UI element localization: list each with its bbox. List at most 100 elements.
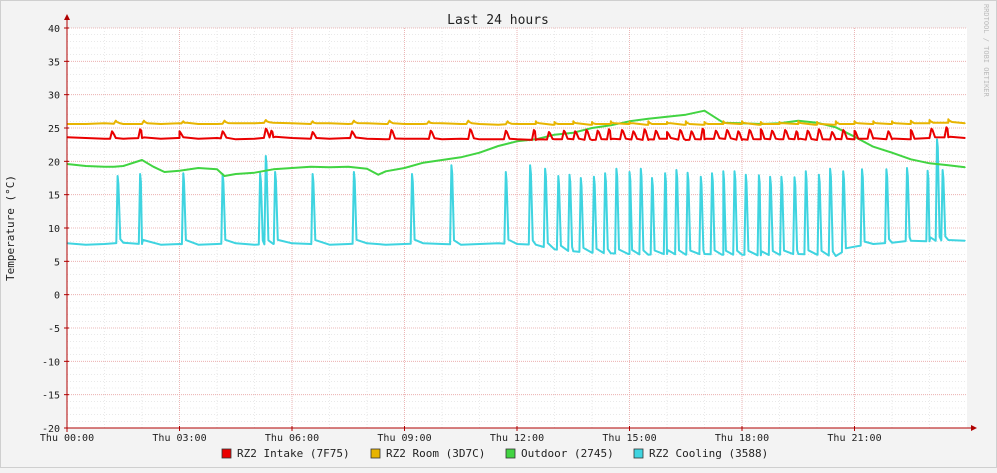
series-point xyxy=(223,175,226,177)
series-point xyxy=(553,134,556,136)
x-tick-labels: Thu 00:00 Thu 03:00 Thu 06:00 Thu 09:00 Thu … xyxy=(40,433,882,444)
series-point xyxy=(197,167,199,169)
series-point xyxy=(853,138,856,140)
series-point xyxy=(947,136,949,138)
x-tick-label: Thu 03:00 xyxy=(152,433,206,444)
series-point xyxy=(422,123,424,125)
series-point xyxy=(347,166,349,168)
y-axis-arrow xyxy=(64,14,70,20)
series-point xyxy=(722,254,724,256)
y-tick-label: 40 xyxy=(48,24,60,35)
series-point xyxy=(310,138,312,140)
series-point xyxy=(647,139,649,141)
legend-swatch xyxy=(370,448,381,459)
series-point xyxy=(497,242,499,244)
series-point xyxy=(141,159,143,161)
series-point xyxy=(666,253,668,255)
y-tick-label: -20 xyxy=(42,424,60,435)
series-point xyxy=(403,123,406,125)
series-point xyxy=(947,239,949,241)
y-tick-label: 20 xyxy=(48,157,60,168)
series-point xyxy=(722,123,724,125)
series-point xyxy=(891,152,893,154)
series-point xyxy=(328,122,331,124)
series-point xyxy=(610,252,612,254)
series-point xyxy=(197,138,199,140)
series-point xyxy=(891,242,893,244)
series-point xyxy=(947,122,949,124)
series-point xyxy=(797,123,799,125)
series-point xyxy=(610,123,612,125)
series-point xyxy=(928,240,931,242)
series-point xyxy=(85,123,87,125)
series-point xyxy=(928,162,931,164)
series-point xyxy=(291,137,293,139)
series-point xyxy=(553,248,556,250)
y-tick-label: -10 xyxy=(42,357,60,368)
legend-swatch xyxy=(221,448,232,459)
y-tick-label: 10 xyxy=(48,224,60,235)
y-tick-label: 5 xyxy=(54,257,60,268)
series-point xyxy=(685,124,687,126)
legend-label: RZ2 Cooling (3588) xyxy=(649,447,768,460)
series-point xyxy=(122,242,124,244)
series-point xyxy=(853,246,856,248)
series-point xyxy=(910,240,912,242)
legend: RZ2 Intake (7F75) RZ2 Room (3D7C) Outdoor … xyxy=(221,447,768,460)
x-tick-label: Thu 09:00 xyxy=(377,433,431,444)
y-tick-label: 0 xyxy=(54,291,60,302)
series-point xyxy=(310,166,312,168)
series-point xyxy=(964,137,966,139)
series-point xyxy=(141,123,143,125)
series-point xyxy=(666,116,668,118)
x-axis-arrow xyxy=(971,425,977,431)
series-point xyxy=(366,168,368,170)
series-point xyxy=(328,166,331,168)
series-point xyxy=(103,138,106,140)
series-point xyxy=(591,124,593,126)
series-point xyxy=(460,156,462,158)
series-point xyxy=(197,123,199,125)
x-tick-label: Thu 18:00 xyxy=(715,433,769,444)
series-point xyxy=(553,138,556,140)
series-point xyxy=(666,123,668,125)
series-point xyxy=(235,122,237,124)
series-point xyxy=(497,124,499,126)
series-point xyxy=(853,123,856,125)
series-point xyxy=(778,123,781,125)
series-point xyxy=(366,242,368,244)
series-point xyxy=(478,138,481,140)
series-point xyxy=(647,124,649,126)
series-point xyxy=(178,122,181,124)
series-point xyxy=(347,243,349,245)
series-point xyxy=(385,138,387,140)
series-point xyxy=(460,123,462,125)
series-point xyxy=(441,138,443,140)
series-point xyxy=(647,254,649,256)
series-point xyxy=(366,122,368,124)
series-point xyxy=(385,170,387,172)
series-point xyxy=(291,242,293,244)
y-tick-label: 30 xyxy=(48,91,60,102)
series-point xyxy=(610,124,612,126)
series-point xyxy=(891,138,893,140)
series-point xyxy=(572,123,574,125)
series-point xyxy=(216,168,218,170)
series-point xyxy=(272,122,274,124)
series-point xyxy=(516,140,518,142)
series-point xyxy=(835,255,837,257)
series-point xyxy=(216,137,218,139)
series-point xyxy=(516,138,518,140)
legend-label: RZ2 Intake (7F75) xyxy=(237,447,350,460)
series-point xyxy=(910,138,912,140)
series-line-1 xyxy=(67,118,966,126)
series-point xyxy=(113,166,115,168)
series-point xyxy=(760,124,762,126)
series-point xyxy=(253,138,256,140)
series-point xyxy=(422,242,424,244)
series-point xyxy=(103,122,106,124)
series-point xyxy=(572,138,574,140)
series-point xyxy=(928,137,931,139)
series-point xyxy=(141,243,143,245)
